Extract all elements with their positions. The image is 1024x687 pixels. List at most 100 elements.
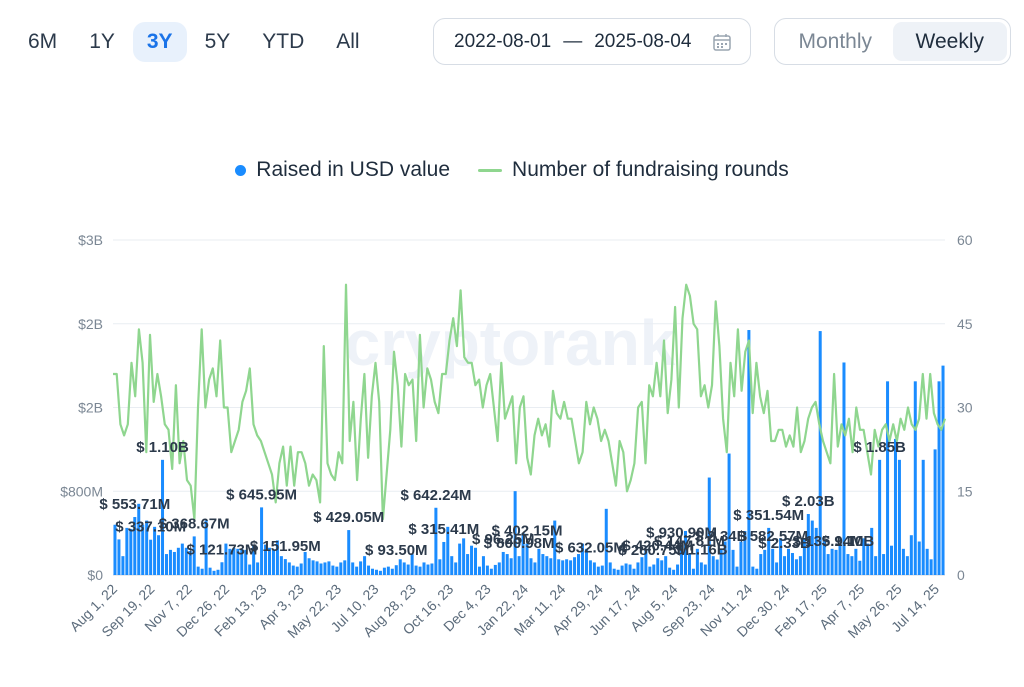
bar [327,561,331,575]
calendar-icon[interactable] [712,32,732,52]
bar [656,558,660,575]
bar [850,556,854,575]
bar [517,556,521,575]
data-label: $ 1.10B [136,439,189,456]
bar [319,563,323,575]
bar [168,549,172,575]
data-label: $ 642.24M [400,487,471,504]
bar [771,548,775,575]
bar [612,568,616,575]
data-label: $ 96.25M [472,531,535,548]
bar [283,559,287,575]
legend-item-raised[interactable]: Raised in USD value [235,158,450,182]
range-all-tab[interactable]: All [336,30,360,53]
left-axis-tick: $800M [60,483,103,499]
range-3y-tab[interactable]: 3Y [132,22,187,62]
bar [252,544,256,575]
range-ytd-tab[interactable]: YTD [262,30,305,53]
bar [418,566,422,575]
bar [834,549,838,575]
bar [406,564,410,575]
bar [838,545,842,575]
bar [232,547,236,575]
bar [430,563,434,575]
bar [129,528,133,575]
bar [343,560,347,575]
right-axis-tick: 60 [957,232,973,248]
bar [489,568,493,575]
data-label: $ 2.34B [695,528,748,545]
right-axis-tick: 15 [957,483,973,499]
range-5y-tab[interactable]: 5Y [204,30,231,53]
bar [794,559,798,575]
data-label: $ 280.75M [618,542,689,559]
bar [331,565,335,575]
bar [747,330,751,575]
data-label: $ 2.03B [782,493,835,510]
bar [390,568,394,575]
bar [267,547,272,575]
bar [537,548,541,575]
bar [374,569,378,575]
bar [295,566,299,575]
bar [446,526,450,575]
bar [751,566,755,575]
bar [279,556,283,575]
data-label: $ 930.90M [646,525,717,542]
bar [299,563,303,575]
bar [291,565,295,575]
bar [608,562,612,575]
bar [133,517,137,575]
range-6m-tab[interactable]: 6M [28,30,58,53]
bar [628,564,632,575]
bar [145,520,149,575]
bar [755,568,759,575]
bar [311,560,315,575]
bar [200,568,204,575]
bar [600,565,604,575]
bar [620,565,624,575]
weekly-option[interactable]: Weekly [892,22,1007,61]
bar [909,535,913,575]
bar [248,564,252,575]
data-label: $ 429.05M [313,509,384,526]
bar [763,549,767,575]
bar [402,562,406,575]
bar [941,365,945,575]
bar [664,556,668,575]
monthly-option[interactable]: Monthly [798,30,873,53]
bar [842,362,846,575]
bar [355,566,359,575]
bar [335,566,339,575]
bar [240,548,244,575]
bar [779,538,783,575]
bar [874,556,878,575]
range-1y-tab[interactable]: 1Y [89,30,115,53]
left-axis-tick: $3B [78,232,103,248]
date-range-picker[interactable]: 2022-08-01 — 2025-08-04 [433,18,751,65]
data-label: $ 2.33B [758,535,811,552]
bar [715,559,719,575]
bar [711,556,715,575]
bar [525,543,529,575]
data-label: $ 121.73M [187,541,258,558]
bar [668,567,672,575]
bar [470,545,474,575]
bar [933,449,937,575]
bar [580,543,584,575]
bar [759,554,763,575]
rounds-line [113,283,947,521]
right-axis-tick: 30 [957,400,973,416]
range-selector: 6M 1Y 3Y 5Y YTD All [14,18,374,66]
left-axis-tick: $0 [87,567,103,583]
data-label: $ 632.05M [555,539,626,556]
bar [382,567,386,575]
bar [640,557,644,575]
data-label: $ 1.10B [822,533,875,550]
legend-item-rounds[interactable]: Number of fundraising rounds [478,158,789,182]
bar [767,527,771,575]
data-label: $ 351.54M [733,507,804,524]
date-separator: — [563,30,583,52]
bar [553,520,557,575]
granularity-toggle: Monthly Weekly [774,18,1011,65]
